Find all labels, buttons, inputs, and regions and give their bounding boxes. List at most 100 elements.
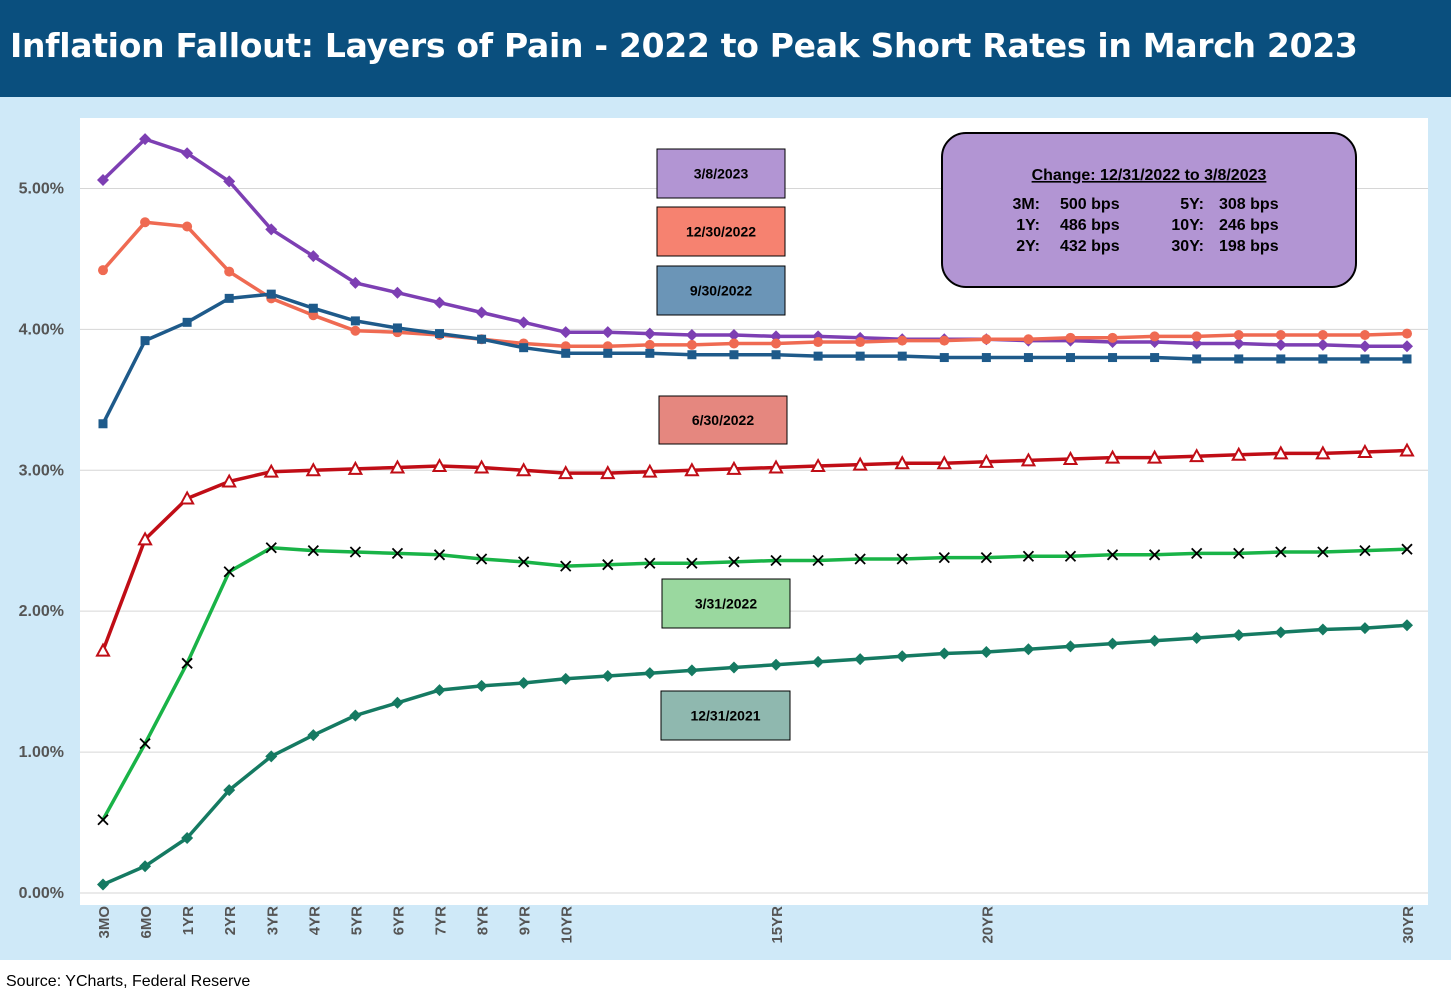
- data-point: [897, 335, 908, 346]
- data-point: [1401, 543, 1413, 555]
- annotation-title: Change: 12/31/2022 to 3/8/2023: [1032, 167, 1267, 184]
- data-point: [137, 531, 153, 546]
- data-point: [1020, 452, 1037, 467]
- data-point: [1274, 338, 1287, 351]
- data-point: [1148, 634, 1161, 647]
- data-point: [684, 462, 700, 477]
- data-point: [1191, 547, 1203, 560]
- data-point: [1190, 337, 1203, 350]
- x-axis-ticks: 3MO 6MO 1YR 2YR 3YR 4YR 5YR 6YR 7YR 8YR 9YR 10YR 15Y…: [96, 906, 1417, 944]
- data-point: [938, 647, 951, 660]
- data-point: [305, 462, 322, 477]
- data-point: [561, 348, 571, 358]
- y-tick-label: 0.00%: [19, 885, 64, 902]
- data-point: [431, 457, 448, 473]
- data-point: [391, 286, 404, 299]
- data-point: [602, 341, 613, 352]
- data-point: [1022, 550, 1035, 562]
- x-tick-label: 15YR: [769, 906, 786, 944]
- data-point: [475, 306, 488, 319]
- data-point: [1232, 337, 1245, 350]
- annotation-value: 500 bps: [1060, 196, 1120, 213]
- x-tick-label: 10YR: [559, 906, 576, 944]
- annotation-tenor: 10Y:: [1171, 217, 1204, 234]
- data-point: [1062, 450, 1079, 465]
- data-point: [98, 265, 108, 276]
- data-point: [139, 737, 151, 750]
- data-point: [1150, 353, 1160, 363]
- data-point: [1188, 448, 1205, 463]
- data-point: [1146, 449, 1163, 464]
- data-point: [1148, 549, 1161, 561]
- data-point: [770, 554, 782, 567]
- data-point: [350, 316, 360, 326]
- data-point: [939, 353, 949, 363]
- data-point: [1106, 637, 1119, 650]
- x-tick-label: 1YR: [180, 906, 197, 935]
- data-point: [770, 658, 783, 671]
- data-point: [1190, 631, 1203, 644]
- annotation-value: 432 bps: [1060, 238, 1120, 255]
- data-point: [686, 557, 698, 569]
- series-line: [102, 623, 1408, 887]
- data-point: [1107, 332, 1118, 343]
- data-point: [770, 330, 783, 343]
- data-point: [600, 465, 616, 480]
- data-point: [179, 490, 195, 505]
- series-mar2022: [97, 542, 1413, 826]
- data-point: [1234, 354, 1244, 364]
- data-point: [1315, 445, 1331, 460]
- data-point: [1191, 331, 1202, 342]
- data-point: [97, 174, 109, 186]
- source-note: Source: YCharts, Federal Reserve: [6, 973, 251, 990]
- data-point: [392, 323, 402, 333]
- data-point: [1316, 338, 1329, 351]
- data-point: [645, 348, 655, 358]
- data-point: [1276, 354, 1286, 364]
- page-title: Inflation Fallout: Layers of Pain - 2022…: [10, 26, 1358, 65]
- data-point: [1231, 446, 1247, 461]
- data-point: [854, 653, 867, 666]
- data-point: [265, 223, 278, 236]
- annotation-tenor: 3M:: [1012, 196, 1040, 213]
- data-point: [515, 462, 532, 477]
- series-label-text: 3/31/2022: [695, 596, 757, 612]
- data-point: [1064, 550, 1077, 562]
- x-tick-label: 20YR: [979, 906, 996, 944]
- data-point: [812, 655, 825, 668]
- x-tick-label: 6YR: [390, 906, 407, 935]
- data-point: [559, 326, 572, 339]
- data-point: [1108, 353, 1118, 363]
- data-point: [726, 460, 742, 475]
- series-labels: 3/8/2023 12/30/2022 9/30/2022 6/30/2022 3/31…: [656, 148, 791, 741]
- data-point: [433, 684, 446, 697]
- series-dec2022: [98, 217, 1412, 352]
- data-point: [559, 672, 572, 685]
- data-point: [473, 459, 490, 474]
- data-point: [1401, 619, 1413, 632]
- data-point: [981, 353, 991, 363]
- change-annotation: Change: 12/31/2022 to 3/8/2023 3M: 500 bps…: [941, 132, 1357, 288]
- series-label-box: [660, 690, 791, 741]
- data-point: [728, 556, 740, 568]
- data-point: [855, 351, 865, 361]
- data-point: [308, 303, 318, 313]
- series-label-box: [656, 148, 786, 199]
- y-tick-label: 5.00%: [19, 180, 64, 197]
- data-point: [1065, 332, 1076, 343]
- data-point: [939, 335, 950, 346]
- data-point: [558, 465, 574, 480]
- data-point: [642, 463, 658, 478]
- annotation-tenor: 1Y:: [1016, 217, 1040, 234]
- annotation-tenor: 30Y:: [1171, 238, 1204, 255]
- data-point: [1402, 354, 1412, 364]
- data-point: [644, 557, 656, 569]
- data-point: [95, 642, 111, 657]
- data-point: [389, 459, 406, 474]
- data-point: [852, 456, 868, 471]
- data-point: [391, 547, 404, 560]
- data-point: [517, 316, 530, 329]
- data-point: [810, 457, 826, 473]
- data-point: [97, 878, 109, 891]
- series-label-jun2022: 6/30/2022: [658, 395, 788, 445]
